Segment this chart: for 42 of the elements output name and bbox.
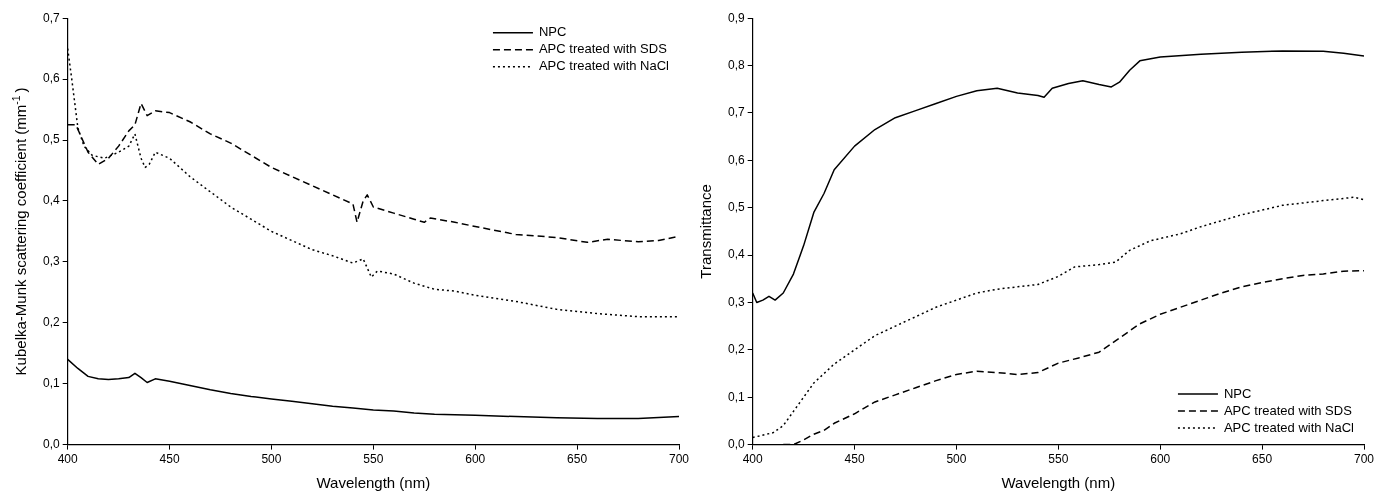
y-tick-label: 0,8 [727, 57, 745, 72]
y-tick-label: 0,3 [42, 254, 60, 269]
y-tick-label: 0,3 [727, 294, 745, 309]
x-tick-label: 500 [946, 452, 967, 467]
x-tick-label: 400 [742, 452, 764, 467]
legend-label: APC treated with SDS [1223, 402, 1353, 418]
y-tick-label: 0,0 [727, 436, 745, 451]
x-axis-title: Wavelength (nm) [316, 474, 431, 492]
legend-label: APC treated with NaCl [1223, 419, 1355, 435]
y-tick-label: 0,1 [42, 376, 60, 390]
y-tick-label: 0,4 [42, 193, 60, 208]
x-tick-label: 550 [1048, 452, 1069, 467]
x-tick-label: 450 [844, 452, 865, 467]
legend-label: APC treated with SDS [538, 41, 668, 57]
y-tick-label: 0,6 [727, 152, 745, 167]
y-tick-label: 0,6 [42, 71, 60, 86]
x-tick-label: 700 [668, 452, 690, 467]
legend-label: NPC [538, 24, 567, 40]
y-tick-label: 0,1 [727, 389, 745, 404]
x-tick-label: 500 [261, 452, 282, 467]
y-axis-title: Transmittance [697, 184, 715, 279]
y-tick-label: 0,7 [727, 105, 745, 120]
legend-label: APC treated with NaCl [538, 58, 670, 74]
y-tick-label: 0,7 [42, 10, 60, 25]
x-tick-label: 550 [363, 452, 384, 467]
x-tick-label: 600 [1150, 452, 1171, 467]
y-tick-label: 0,0 [42, 436, 60, 451]
x-tick-label: 650 [567, 452, 588, 467]
x-tick-label: 650 [1252, 452, 1273, 467]
y-tick-label: 0,4 [727, 247, 745, 262]
x-tick-label: 700 [1353, 452, 1375, 467]
y-axis-title: Kubelka-Munk scattering coefficient (mm-1) [9, 87, 30, 376]
y-tick-label: 0,2 [727, 342, 745, 357]
legend-label: NPC [1223, 385, 1252, 401]
x-tick-label: 600 [465, 452, 486, 467]
y-tick-label: 0,5 [727, 200, 745, 215]
x-tick-label: 450 [159, 452, 180, 467]
x-tick-label: 400 [57, 452, 79, 467]
y-tick-label: 0,5 [42, 132, 60, 147]
x-axis-title: Wavelength (nm) [1001, 474, 1116, 492]
y-tick-label: 0,2 [42, 315, 60, 330]
y-tick-label: 0,9 [727, 10, 745, 25]
